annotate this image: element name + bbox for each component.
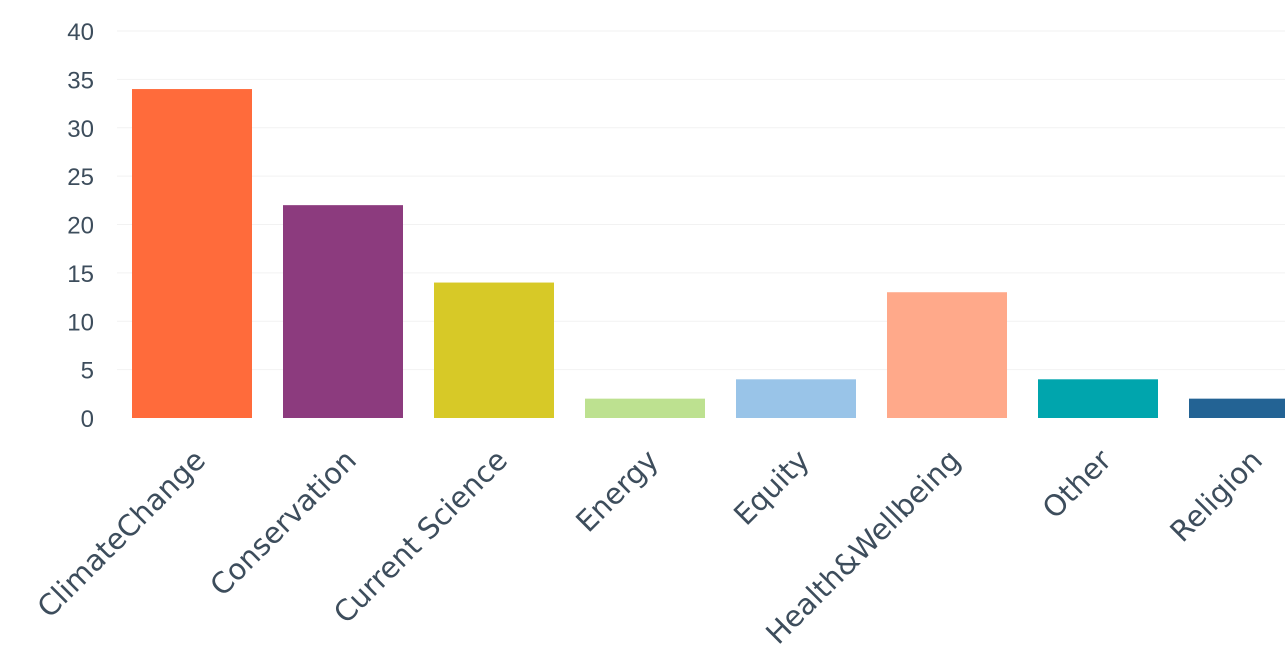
x-category-label: Conservation	[203, 443, 363, 603]
y-tick-label: 5	[81, 358, 94, 385]
y-tick-label: 10	[67, 309, 94, 336]
y-tick-label: 15	[67, 261, 94, 288]
x-category-label: Equity	[727, 443, 816, 532]
bar-current-science	[434, 282, 554, 418]
bar-climatechange	[132, 89, 252, 419]
y-tick-label: 25	[67, 164, 94, 191]
y-tick-label: 30	[67, 116, 94, 143]
x-category-label: Religion	[1163, 443, 1269, 549]
y-tick-label: 35	[67, 67, 94, 94]
y-tick-label: 20	[67, 213, 94, 240]
bars	[132, 89, 1285, 419]
bar-energy	[585, 398, 705, 418]
bar-conservation	[283, 205, 403, 418]
bar-other	[1038, 379, 1158, 418]
x-category-label: ClimateChange	[30, 443, 211, 624]
y-tick-label: 40	[67, 19, 94, 46]
y-axis-tick-labels: 0 5 10 15 20 25 30 35 40	[67, 19, 94, 433]
y-tick-label: 0	[81, 406, 94, 433]
bar-health-wellbeing	[887, 292, 1007, 418]
x-category-label: Energy	[569, 443, 665, 539]
bar-equity	[736, 379, 856, 418]
bar-religion	[1189, 398, 1285, 418]
x-category-label: Other	[1036, 443, 1118, 525]
